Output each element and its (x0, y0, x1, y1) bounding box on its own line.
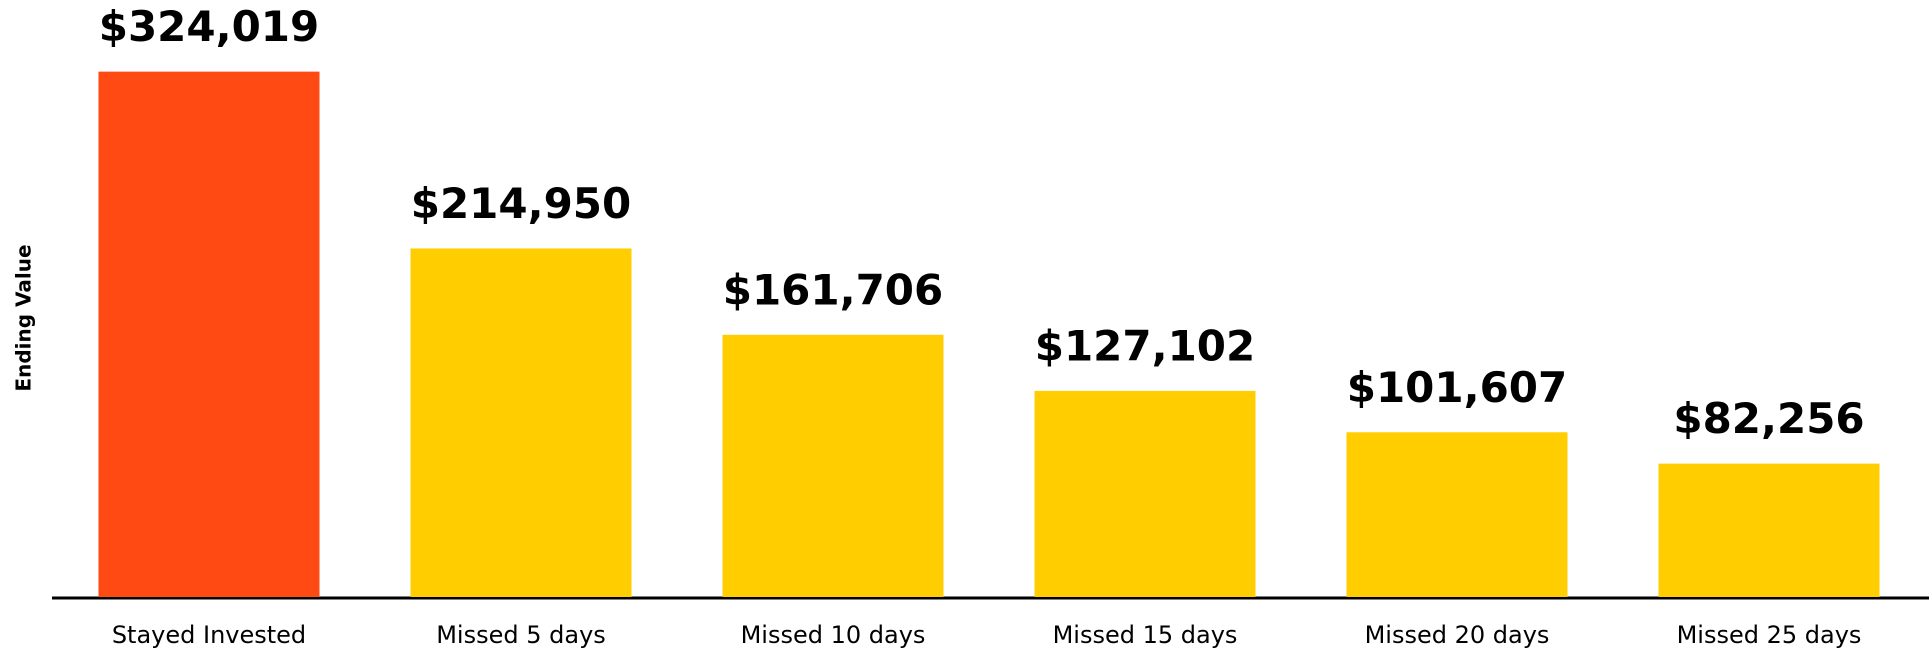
x-tick-label: Missed 5 days (436, 621, 606, 649)
value-label: $324,019 (99, 2, 320, 51)
bar (722, 334, 944, 597)
value-label: $82,256 (1673, 394, 1864, 443)
bar (410, 248, 632, 597)
bar (1346, 432, 1568, 597)
x-tick-label: Missed 25 days (1677, 621, 1862, 649)
y-axis-label: Ending Value (12, 244, 36, 391)
x-tick-label: Stayed Invested (112, 621, 306, 649)
value-label: $127,102 (1035, 321, 1256, 370)
x-tick-label: Missed 10 days (741, 621, 926, 649)
value-label: $101,607 (1347, 363, 1568, 412)
bar (1034, 390, 1256, 597)
bar (1658, 463, 1880, 597)
value-label: $161,706 (723, 265, 944, 314)
bar (98, 71, 320, 597)
x-tick-label: Missed 20 days (1365, 621, 1550, 649)
value-label: $214,950 (411, 179, 632, 228)
x-tick-label: Missed 15 days (1053, 621, 1238, 649)
